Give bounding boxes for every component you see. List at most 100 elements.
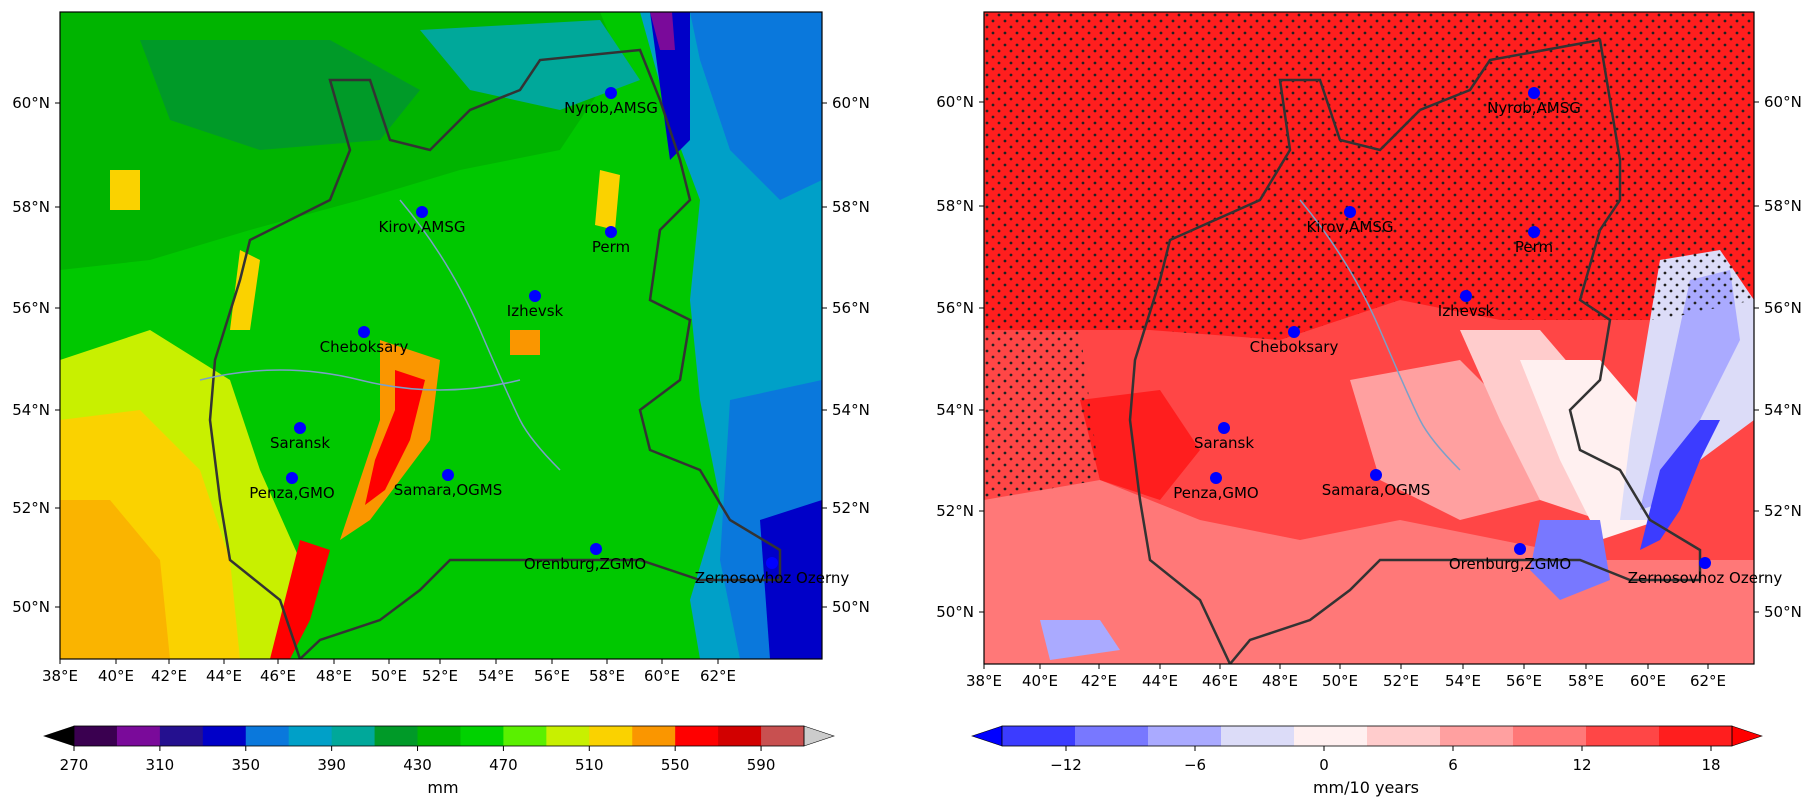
right-colorbar: −12 −6 0 6 12 18: [971, 725, 1763, 774]
lon-tick-label: 46°E: [1202, 672, 1238, 690]
city-marker: [529, 290, 541, 302]
lon-tick-label: 38°E: [966, 672, 1002, 690]
lat-tick-label-right: 58°N: [832, 198, 870, 216]
colorbar-segment: [460, 726, 504, 746]
city-marker: [1699, 557, 1711, 569]
colorbar-segment: [1513, 726, 1587, 746]
colorbar-segment: [1221, 726, 1295, 746]
lon-tick-label: 62°E: [700, 667, 736, 685]
lat-tick-label-left: 58°N: [12, 198, 50, 216]
city-label: Nyrob,AMSG: [1487, 99, 1581, 117]
lon-tick-label: 40°E: [98, 667, 134, 685]
city-label: Perm: [592, 238, 630, 256]
lon-tick-label: 46°E: [260, 667, 296, 685]
lat-tick-label-left: 60°N: [12, 94, 50, 112]
city-marker: [416, 206, 428, 218]
colorbar-segment: [589, 726, 633, 746]
city-label: Izhevsk: [1438, 302, 1495, 320]
lat-tick-label-right: 50°N: [1764, 603, 1802, 621]
right-map: 50°N 52°N 54°N 56°N 58°N 60°N 50°N 52°N 54°N 56°…: [936, 11, 1802, 690]
city-label: Cheboksary: [1250, 338, 1339, 356]
colorbar-tick-label: 0: [1319, 756, 1329, 774]
colorbar-segment: [1075, 726, 1149, 746]
city-label: Zernosovhoz Ozerny: [1628, 569, 1783, 587]
left-map-panel: 50°N 52°N 54°N 56°N 58°N 60°N 50°N 52°N 54°N 56°…: [0, 0, 900, 810]
colorbar-segment: [503, 726, 547, 746]
lon-tick-label: 58°E: [1568, 672, 1604, 690]
colorbar-segment: [159, 726, 204, 746]
city-marker: [1288, 326, 1300, 338]
city-marker: [1460, 290, 1472, 302]
lat-tick-label-right: 56°N: [832, 299, 870, 317]
lat-tick-label-left: 54°N: [12, 401, 50, 419]
city-label: Cheboksary: [320, 338, 409, 356]
colorbar-tick-label: 470: [489, 756, 518, 774]
colorbar-tick-label: 12: [1572, 756, 1591, 774]
colorbar-segment: [632, 726, 676, 746]
city-label: Perm: [1515, 238, 1553, 256]
city-marker: [442, 469, 454, 481]
colorbar-tick-label: 390: [317, 756, 346, 774]
city-label: Orenburg,ZGMO: [1449, 555, 1571, 573]
left-colorbar-unit: mm: [427, 778, 459, 797]
left-colorbar: 270 310 350 390 430 470 510 550 590: [43, 725, 835, 774]
colorbar-segment: [1659, 726, 1733, 746]
city-label: Zernosovhoz Ozerny: [695, 569, 850, 587]
colorbar-arrow-left: [971, 725, 1003, 747]
lat-tick-label-left: 60°N: [936, 93, 974, 111]
colorbar-tick-label: 590: [747, 756, 776, 774]
lon-tick-label: 42°E: [151, 667, 187, 685]
city-marker: [294, 422, 306, 434]
city-marker: [605, 226, 617, 238]
colorbar-arrow-left: [43, 725, 75, 747]
city-marker: [766, 557, 778, 569]
lon-tick-label: 42°E: [1081, 672, 1117, 690]
colorbar-segment: [1148, 726, 1222, 746]
colorbar-segment: [288, 726, 333, 746]
city-marker: [286, 472, 298, 484]
lat-tick-label-right: 60°N: [1764, 93, 1802, 111]
lon-tick-label: 56°E: [1506, 672, 1542, 690]
city-label: Saransk: [270, 434, 330, 452]
lon-tick-label: 60°E: [644, 667, 680, 685]
city-marker: [1528, 226, 1540, 238]
lon-tick-label: 62°E: [1690, 672, 1726, 690]
colorbar-segment: [331, 726, 376, 746]
lon-tick-label: 54°E: [1445, 672, 1481, 690]
lon-tick-label: 44°E: [206, 667, 242, 685]
lat-tick-label-left: 56°N: [12, 299, 50, 317]
lat-tick-label-left: 50°N: [936, 603, 974, 621]
lat-tick-label-right: 60°N: [832, 94, 870, 112]
lon-tick-label: 48°E: [316, 667, 352, 685]
colorbar-segment: [1440, 726, 1514, 746]
city-marker: [1218, 422, 1230, 434]
left-map: 50°N 52°N 54°N 56°N 58°N 60°N 50°N 52°N 54°N 56°…: [12, 11, 870, 685]
colorbar-segment: [374, 726, 419, 746]
lon-tick-label: 44°E: [1142, 672, 1178, 690]
lat-tick-label-right: 52°N: [832, 499, 870, 517]
right-map-panel: 50°N 52°N 54°N 56°N 58°N 60°N 50°N 52°N 54°N 56°…: [900, 0, 1813, 810]
lon-tick-label: 40°E: [1022, 672, 1058, 690]
colorbar-tick-label: 6: [1448, 756, 1458, 774]
city-marker: [590, 543, 602, 555]
colorbar-segment: [1367, 726, 1441, 746]
lat-tick-label-right: 56°N: [1764, 299, 1802, 317]
colorbar-tick-label: 310: [146, 756, 175, 774]
colorbar-segment: [1002, 726, 1076, 746]
city-label: Orenburg,ZGMO: [524, 555, 646, 573]
colorbar-segment: [1586, 726, 1660, 746]
lon-tick-label: 50°E: [1322, 672, 1358, 690]
lon-tick-label: 56°E: [534, 667, 570, 685]
colorbar-segment: [1294, 726, 1368, 746]
city-label: Samara,OGMS: [394, 481, 503, 499]
colorbar-segment: [761, 726, 805, 746]
colorbar-tick-label: 270: [60, 756, 89, 774]
colorbar-segment: [74, 726, 118, 746]
colorbar-tick-label: −12: [1050, 756, 1082, 774]
lon-tick-label: 52°E: [1383, 672, 1419, 690]
city-marker: [358, 326, 370, 338]
colorbar-tick-label: 430: [403, 756, 432, 774]
lat-tick-label-left: 52°N: [936, 502, 974, 520]
lat-tick-label-left: 52°N: [12, 499, 50, 517]
city-marker: [1528, 87, 1540, 99]
